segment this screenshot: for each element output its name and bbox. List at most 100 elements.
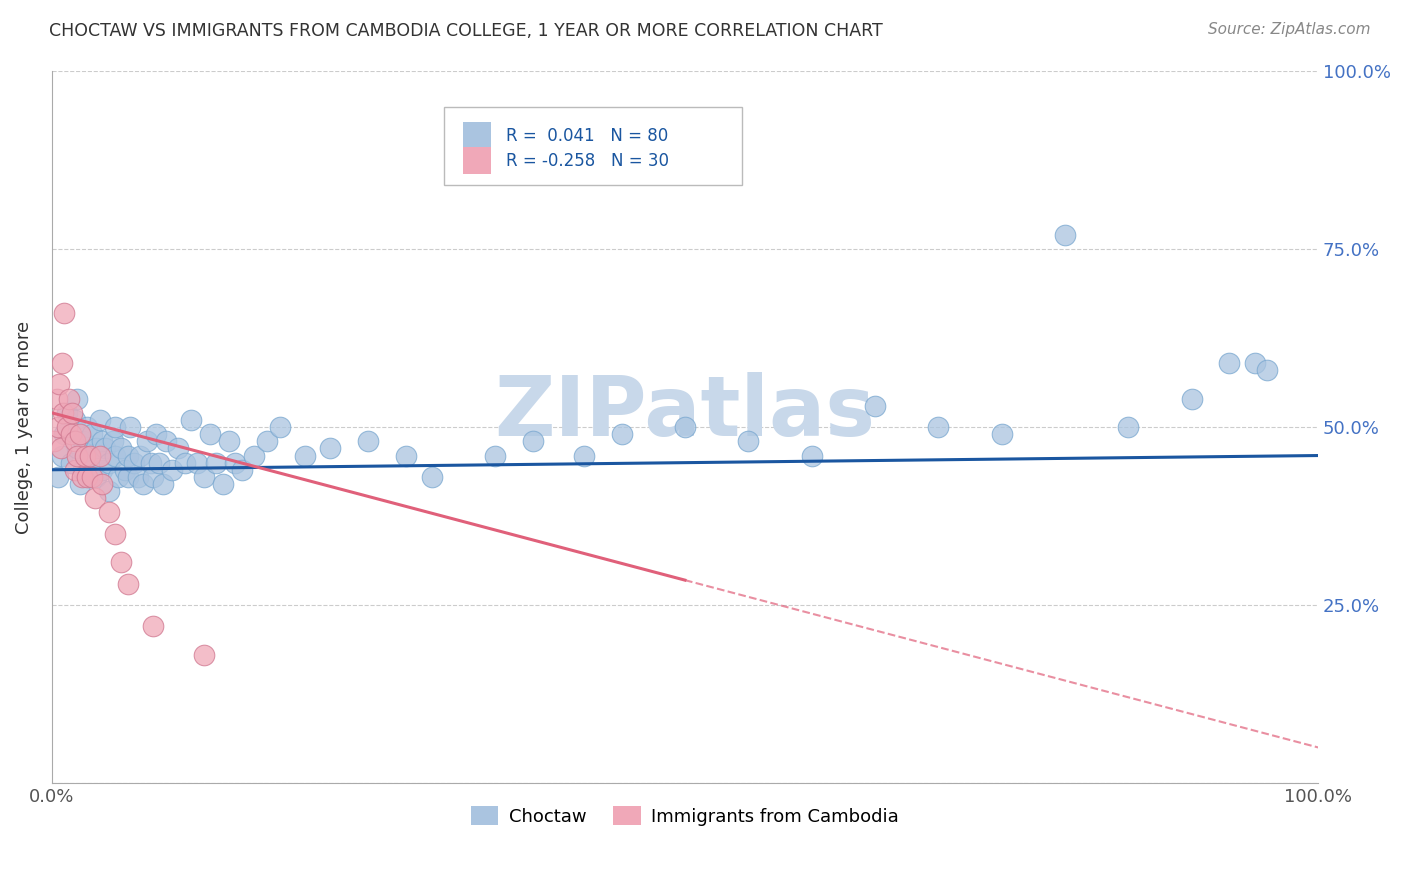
Text: Source: ZipAtlas.com: Source: ZipAtlas.com xyxy=(1208,22,1371,37)
Point xyxy=(294,449,316,463)
Point xyxy=(104,449,127,463)
Point xyxy=(51,449,73,463)
Point xyxy=(72,434,94,449)
Point xyxy=(484,449,506,463)
Point xyxy=(48,377,70,392)
Point xyxy=(82,463,104,477)
Point xyxy=(53,427,76,442)
Legend: Choctaw, Immigrants from Cambodia: Choctaw, Immigrants from Cambodia xyxy=(461,797,908,835)
Point xyxy=(70,470,93,484)
Point xyxy=(45,392,67,406)
Point xyxy=(129,449,152,463)
Point xyxy=(420,470,443,484)
Point xyxy=(117,576,139,591)
Point xyxy=(110,442,132,456)
Point xyxy=(122,456,145,470)
Point xyxy=(927,420,949,434)
Point xyxy=(572,449,595,463)
Bar xyxy=(464,122,491,149)
Point xyxy=(79,470,101,484)
Text: R =  0.041   N = 80: R = 0.041 N = 80 xyxy=(506,127,669,145)
Point xyxy=(101,434,124,449)
Point xyxy=(610,427,633,442)
Point xyxy=(66,442,89,456)
Text: R = -0.258   N = 30: R = -0.258 N = 30 xyxy=(506,152,669,169)
Point xyxy=(83,491,105,506)
Point xyxy=(180,413,202,427)
Point xyxy=(66,392,89,406)
Point xyxy=(91,477,114,491)
Point xyxy=(319,442,342,456)
Point xyxy=(127,470,149,484)
Point xyxy=(357,434,380,449)
Point xyxy=(52,406,75,420)
Point xyxy=(82,470,104,484)
Point xyxy=(59,456,82,470)
Point xyxy=(91,434,114,449)
Point xyxy=(46,420,69,434)
Point xyxy=(97,456,120,470)
Point xyxy=(139,456,162,470)
Point xyxy=(91,463,114,477)
Point xyxy=(990,427,1012,442)
Point xyxy=(51,356,73,370)
Point xyxy=(673,420,696,434)
Point xyxy=(89,413,111,427)
Point xyxy=(142,619,165,633)
Point xyxy=(49,442,72,456)
Point xyxy=(66,449,89,463)
Text: CHOCTAW VS IMMIGRANTS FROM CAMBODIA COLLEGE, 1 YEAR OR MORE CORRELATION CHART: CHOCTAW VS IMMIGRANTS FROM CAMBODIA COLL… xyxy=(49,22,883,40)
Point xyxy=(117,449,139,463)
Point xyxy=(84,442,107,456)
Bar xyxy=(464,147,491,174)
Point xyxy=(107,470,129,484)
Point xyxy=(114,463,136,477)
Point xyxy=(1180,392,1202,406)
Point xyxy=(69,477,91,491)
Point xyxy=(79,449,101,463)
Point xyxy=(46,470,69,484)
Point xyxy=(104,420,127,434)
Point xyxy=(395,449,418,463)
Point xyxy=(1053,227,1076,242)
Point xyxy=(152,477,174,491)
Point xyxy=(737,434,759,449)
Point xyxy=(73,449,96,463)
FancyBboxPatch shape xyxy=(444,107,742,185)
Point xyxy=(82,427,104,442)
Point xyxy=(167,442,190,456)
Point xyxy=(218,434,240,449)
Point xyxy=(205,456,228,470)
Point xyxy=(44,434,66,449)
Point xyxy=(120,420,142,434)
Point xyxy=(1243,356,1265,370)
Point xyxy=(269,420,291,434)
Point xyxy=(135,434,157,449)
Point xyxy=(145,427,167,442)
Point xyxy=(800,449,823,463)
Point xyxy=(72,463,94,477)
Point xyxy=(1116,420,1139,434)
Point xyxy=(89,449,111,463)
Point xyxy=(59,427,82,442)
Point xyxy=(186,456,208,470)
Point xyxy=(148,456,170,470)
Text: ZIPatlas: ZIPatlas xyxy=(495,372,876,453)
Point xyxy=(60,406,83,420)
Point xyxy=(160,463,183,477)
Point xyxy=(76,420,98,434)
Point xyxy=(84,470,107,484)
Point xyxy=(104,526,127,541)
Point xyxy=(1256,363,1278,377)
Point xyxy=(142,470,165,484)
Point xyxy=(53,306,76,320)
Point xyxy=(63,413,86,427)
Point xyxy=(63,434,86,449)
Point xyxy=(193,470,215,484)
Point xyxy=(110,555,132,569)
Point xyxy=(63,463,86,477)
Point xyxy=(243,449,266,463)
Point xyxy=(256,434,278,449)
Point xyxy=(193,648,215,662)
Point xyxy=(211,477,233,491)
